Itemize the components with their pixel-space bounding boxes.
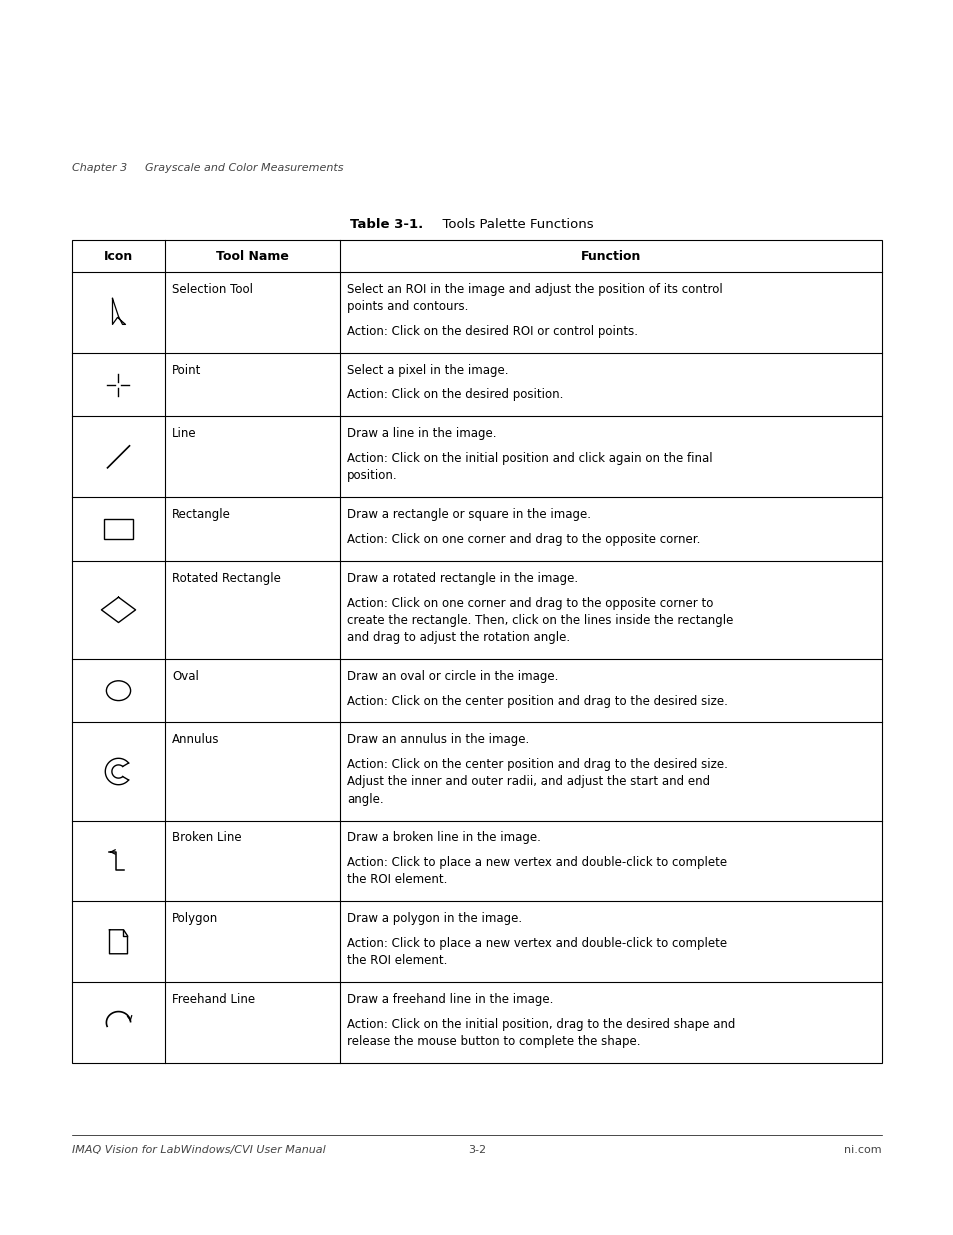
Text: Action: Click on the center position and drag to the desired size.: Action: Click on the center position and… — [347, 694, 727, 708]
Text: Polygon: Polygon — [172, 913, 218, 925]
Text: Chapter 3: Chapter 3 — [71, 163, 127, 173]
Text: 3-2: 3-2 — [468, 1145, 485, 1155]
Text: Action: Click to place a new vertex and double-click to complete: Action: Click to place a new vertex and … — [347, 856, 726, 869]
Bar — [104, 519, 132, 540]
Text: Action: Click on the center position and drag to the desired size.: Action: Click on the center position and… — [347, 758, 727, 771]
Text: Draw a polygon in the image.: Draw a polygon in the image. — [347, 913, 521, 925]
Text: Icon: Icon — [104, 249, 133, 263]
Text: position.: position. — [347, 469, 397, 483]
Text: Action: Click on the desired position.: Action: Click on the desired position. — [347, 389, 563, 401]
Ellipse shape — [107, 680, 131, 700]
Text: Select a pixel in the image.: Select a pixel in the image. — [347, 363, 508, 377]
Text: and drag to adjust the rotation angle.: and drag to adjust the rotation angle. — [347, 631, 570, 643]
Text: Draw an oval or circle in the image.: Draw an oval or circle in the image. — [347, 669, 558, 683]
Text: Tool Name: Tool Name — [215, 249, 289, 263]
Text: Draw a freehand line in the image.: Draw a freehand line in the image. — [347, 993, 553, 1005]
Text: points and contours.: points and contours. — [347, 300, 468, 312]
Text: Draw an annulus in the image.: Draw an annulus in the image. — [347, 734, 529, 746]
Text: IMAQ Vision for LabWindows/CVI User Manual: IMAQ Vision for LabWindows/CVI User Manu… — [71, 1145, 325, 1155]
Text: Action: Click on the initial position and click again on the final: Action: Click on the initial position an… — [347, 452, 712, 466]
Text: release the mouse button to complete the shape.: release the mouse button to complete the… — [347, 1035, 639, 1049]
Text: Oval: Oval — [172, 669, 198, 683]
Text: Freehand Line: Freehand Line — [172, 993, 254, 1005]
Text: Broken Line: Broken Line — [172, 831, 241, 845]
Text: Grayscale and Color Measurements: Grayscale and Color Measurements — [145, 163, 343, 173]
Text: Draw a rotated rectangle in the image.: Draw a rotated rectangle in the image. — [347, 572, 578, 584]
Text: Point: Point — [172, 363, 201, 377]
Text: the ROI element.: the ROI element. — [347, 873, 447, 887]
Text: Action: Click to place a new vertex and double-click to complete: Action: Click to place a new vertex and … — [347, 937, 726, 950]
Text: Selection Tool: Selection Tool — [172, 283, 253, 295]
Text: the ROI element.: the ROI element. — [347, 955, 447, 967]
Text: Draw a rectangle or square in the image.: Draw a rectangle or square in the image. — [347, 508, 590, 521]
Text: ni.com: ni.com — [843, 1145, 882, 1155]
Text: Rotated Rectangle: Rotated Rectangle — [172, 572, 280, 584]
Text: Function: Function — [580, 249, 640, 263]
Text: Action: Click on one corner and drag to the opposite corner to: Action: Click on one corner and drag to … — [347, 597, 713, 610]
Text: Tools Palette Functions: Tools Palette Functions — [434, 219, 593, 231]
Text: Adjust the inner and outer radii, and adjust the start and end: Adjust the inner and outer radii, and ad… — [347, 776, 709, 788]
Text: Rectangle: Rectangle — [172, 508, 231, 521]
Text: Action: Click on one corner and drag to the opposite corner.: Action: Click on one corner and drag to … — [347, 534, 700, 546]
Text: Action: Click on the desired ROI or control points.: Action: Click on the desired ROI or cont… — [347, 325, 638, 338]
Text: Annulus: Annulus — [172, 734, 219, 746]
Bar — [71, 240, 882, 1063]
Polygon shape — [112, 299, 126, 325]
Text: Action: Click on the initial position, drag to the desired shape and: Action: Click on the initial position, d… — [347, 1018, 735, 1031]
Text: Draw a line in the image.: Draw a line in the image. — [347, 427, 496, 440]
Text: angle.: angle. — [347, 793, 383, 805]
Text: Table 3-1.: Table 3-1. — [350, 219, 423, 231]
Text: Line: Line — [172, 427, 196, 440]
Text: Select an ROI in the image and adjust the position of its control: Select an ROI in the image and adjust th… — [347, 283, 722, 295]
Text: create the rectangle. Then, click on the lines inside the rectangle: create the rectangle. Then, click on the… — [347, 614, 733, 626]
Text: Draw a broken line in the image.: Draw a broken line in the image. — [347, 831, 540, 845]
